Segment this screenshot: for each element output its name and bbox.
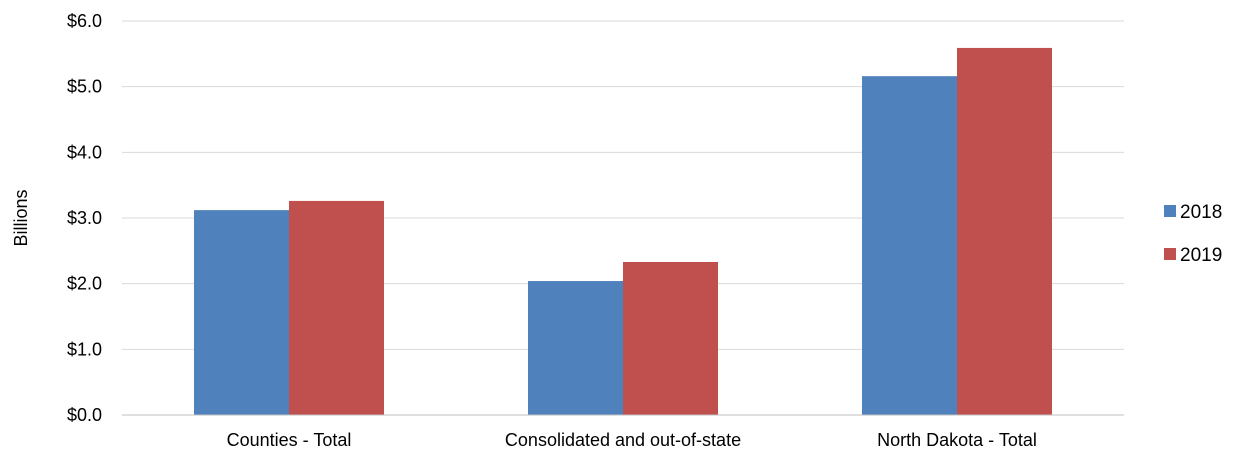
x-category-label: North Dakota - Total <box>877 430 1037 450</box>
bar-2018 <box>862 76 957 415</box>
y-tick-label: $2.0 <box>67 274 102 294</box>
bar-2019 <box>623 261 718 415</box>
y-axis-title: Billions <box>11 189 31 246</box>
bar-2018 <box>528 281 623 415</box>
y-tick-label: $4.0 <box>67 142 102 162</box>
bar-2018 <box>194 210 289 415</box>
legend-label: 2019 <box>1180 245 1222 266</box>
y-tick-label: $3.0 <box>67 208 102 228</box>
x-axis-category-labels: Counties - Total Consolidated and out-of-… <box>227 430 1037 450</box>
x-category-label: Counties - Total <box>227 430 352 450</box>
legend-swatch-2019 <box>1164 248 1176 260</box>
x-category-label: Consolidated and out-of-state <box>505 430 741 450</box>
bar-2019 <box>957 47 1052 415</box>
legend: 2018 2019 <box>1164 202 1222 266</box>
legend-label: 2018 <box>1180 202 1222 223</box>
y-axis-tick-labels: $0.0 $1.0 $2.0 $3.0 $4.0 $5.0 $6.0 <box>67 11 102 425</box>
y-tick-label: $1.0 <box>67 339 102 359</box>
y-tick-label: $0.0 <box>67 405 102 425</box>
bar-2019 <box>289 200 384 415</box>
y-tick-label: $6.0 <box>67 11 102 31</box>
bars <box>194 47 1052 415</box>
y-tick-label: $5.0 <box>67 77 102 97</box>
legend-swatch-2018 <box>1164 205 1176 217</box>
